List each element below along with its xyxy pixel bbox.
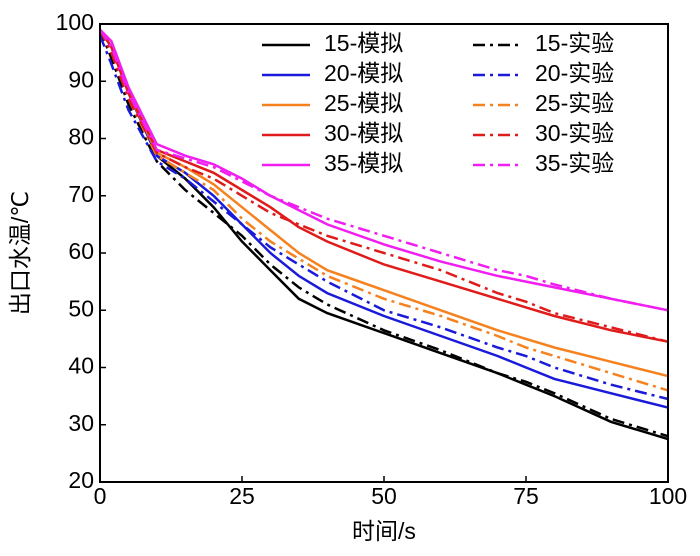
legend-label: 35-实验 — [535, 150, 614, 176]
y-tick-label: 90 — [68, 66, 94, 92]
legend-label: 30-模拟 — [324, 120, 403, 146]
legend-label: 15-模拟 — [324, 30, 403, 56]
y-tick-label: 30 — [68, 410, 94, 436]
legend-label: 25-实验 — [535, 90, 614, 116]
y-tick-label: 60 — [68, 238, 94, 264]
y-tick-label: 100 — [56, 9, 94, 35]
y-tick-label: 70 — [68, 181, 94, 207]
legend-label: 20-实验 — [535, 60, 614, 86]
data-line — [98, 29, 669, 343]
x-tick-label: 100 — [649, 483, 687, 509]
x-axis-label: 时间/s — [352, 518, 416, 544]
data-line — [98, 29, 669, 438]
y-tick-label: 80 — [68, 124, 94, 150]
y-tick-label: 40 — [68, 353, 94, 379]
data-line — [98, 29, 669, 312]
legend-label: 20-模拟 — [324, 60, 403, 86]
legend-label: 15-实验 — [535, 30, 614, 56]
data-line — [99, 28, 669, 312]
x-tick-label: 75 — [513, 483, 539, 509]
legend-label: 35-模拟 — [324, 150, 403, 176]
legend-label: 25-模拟 — [324, 90, 403, 116]
x-tick-label: 0 — [94, 483, 107, 509]
plot-frame — [99, 23, 669, 483]
data-line — [98, 29, 669, 409]
legend-label: 30-实验 — [535, 120, 614, 146]
y-tick-label: 50 — [68, 295, 94, 321]
x-tick-label: 25 — [229, 483, 255, 509]
y-axis-label: 出口水温/℃ — [7, 191, 33, 315]
data-line — [98, 34, 669, 401]
x-tick-label: 50 — [371, 483, 397, 509]
y-tick-label: 20 — [68, 467, 94, 493]
